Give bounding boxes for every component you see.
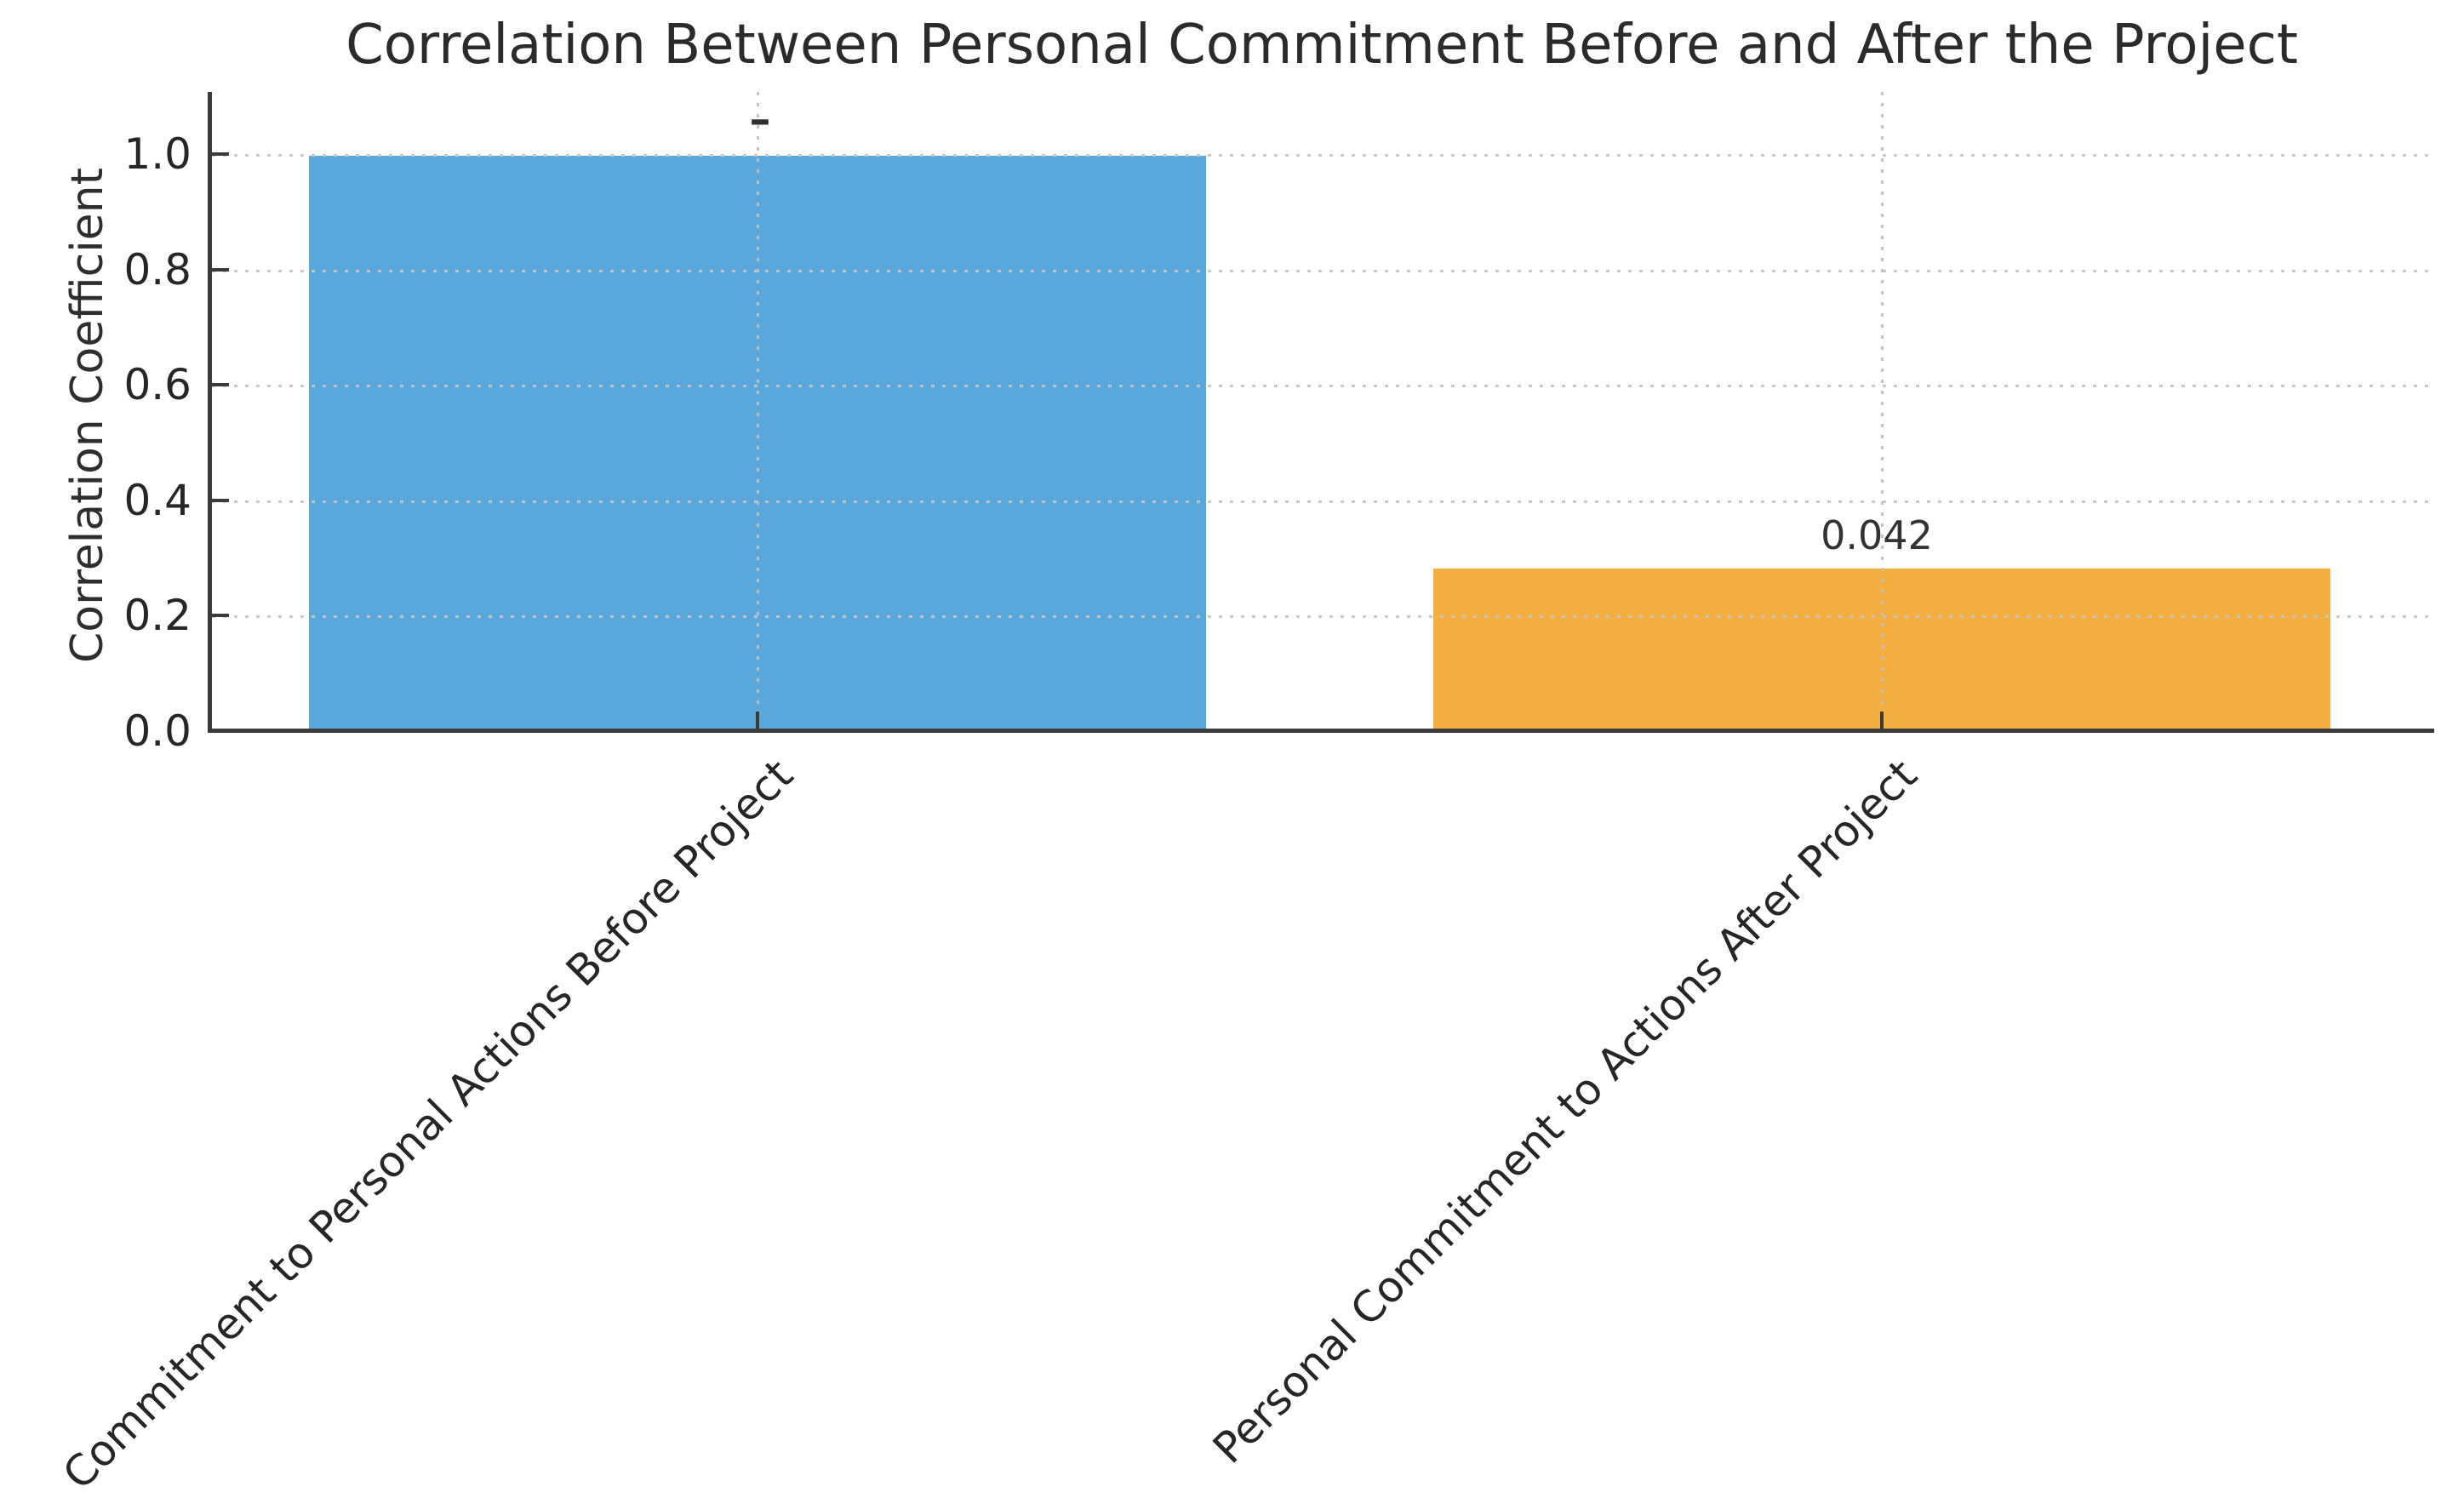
y-tick-label-0.6: 0.6 [123,360,192,409]
x-tick-label-before-project: Commitment to Personal Actions Before Pr… [54,750,803,1498]
y-tick-label-0.2: 0.2 [123,591,192,640]
y-tick-label-1.0: 1.0 [123,129,192,179]
y-tick-label-0.4: 0.4 [123,476,192,525]
y-axis-spine [208,92,212,733]
x-tick-label-after-project: Personal Commitment to Actions After Pro… [1203,750,1927,1473]
y-tick-0.4 [212,499,229,502]
gridline-y-0.2 [212,615,2434,618]
y-axis-label: Correlation Coefficient [62,167,113,664]
gridline-y-0.6 [212,385,2434,387]
x-tick-before [756,712,759,729]
y-tick-label-0.0: 0.0 [123,706,192,756]
y-tick-label-0.8: 0.8 [123,245,192,294]
gridline-x-before [757,92,759,729]
x-tick-after [1880,712,1884,729]
y-tick-0.2 [212,614,229,617]
bar-value-label-after: 0.042 [1821,512,1933,558]
chart-title: Correlation Between Personal Commitment … [346,14,2298,77]
y-tick-1.0 [212,152,229,156]
gridline-y-0.4 [212,500,2434,503]
gridline-x-after [1881,92,1884,729]
y-tick-0.6 [212,383,229,386]
gridline-y-1.0 [212,154,2434,157]
bar-value-mark-before: – [749,94,771,144]
x-axis-spine [208,729,2434,733]
y-tick-0.8 [212,268,229,272]
gridline-y-0.8 [212,270,2434,272]
